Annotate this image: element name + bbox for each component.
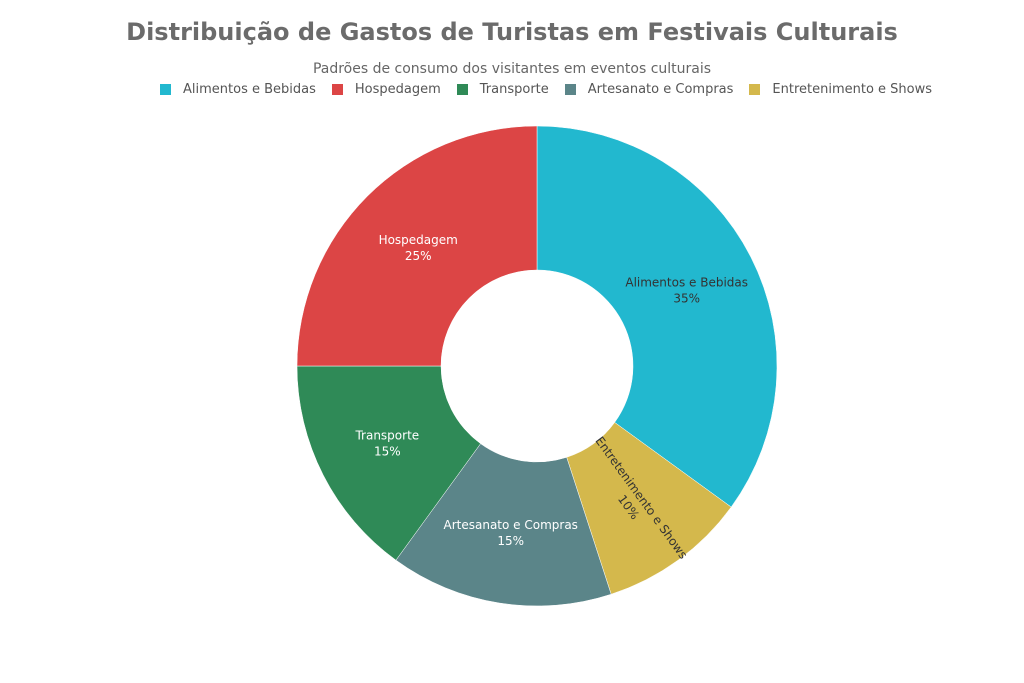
slice-value-label: 25% (405, 249, 432, 263)
legend-item-artesanato-e-compras[interactable]: Artesanato e Compras (564, 81, 734, 97)
slice-category-label: Transporte (354, 428, 419, 442)
legend-swatch (749, 83, 761, 95)
legend-swatch (564, 83, 576, 95)
slice-label-transporte: Transporte 15% (354, 428, 419, 458)
slice-label-alimentos-e-bebidas: Alimentos e Bebidas 35% (625, 276, 748, 306)
legend-swatch (331, 83, 343, 95)
slice-label-hospedagem: Hospedagem 25% (379, 233, 458, 263)
chart-subtitle: Padrões de consumo dos visitantes em eve… (312, 61, 712, 77)
legend-item-alimentos-e-bebidas[interactable]: Alimentos e Bebidas (160, 82, 316, 97)
legend-item-transporte[interactable]: Transporte (456, 81, 549, 97)
legend-label: Hospedagem (354, 81, 441, 97)
slice-alimentos-e-bebidas[interactable] (536, 125, 778, 508)
slice-label-artesanato-e-compras: Artesanato e Compras 15% (444, 518, 578, 548)
legend-swatch (160, 83, 171, 95)
slice-category-label: Hospedagem (379, 233, 458, 247)
slice-value-label: 15% (374, 444, 401, 458)
slice-value-label: 15% (497, 534, 524, 548)
legend-swatch (456, 83, 468, 95)
chart-title: Distribuição de Gastos de Turistas em Fe… (126, 18, 898, 46)
slice-category-label: Alimentos e Bebidas (625, 276, 748, 290)
legend-item-entretenimento-e-shows[interactable]: Entretenimento e Shows (749, 82, 932, 97)
slice-artesanato-e-compras[interactable] (395, 443, 612, 607)
legend-label: Alimentos e Bebidas (183, 81, 316, 97)
legend-label: Entretenimento e Shows (772, 81, 933, 97)
legend-label: Transporte (479, 81, 549, 97)
slice-hospedagem[interactable] (296, 125, 538, 367)
legend-label: Artesanato e Compras (587, 81, 734, 97)
legend: Alimentos e Bebidas Hospedagem Transporte A… (160, 80, 948, 98)
legend-item-hospedagem[interactable]: Hospedagem (331, 81, 441, 97)
slice-value-label: 35% (673, 292, 700, 306)
slice-transporte[interactable] (296, 365, 481, 561)
slice-category-label: Artesanato e Compras (444, 518, 578, 532)
